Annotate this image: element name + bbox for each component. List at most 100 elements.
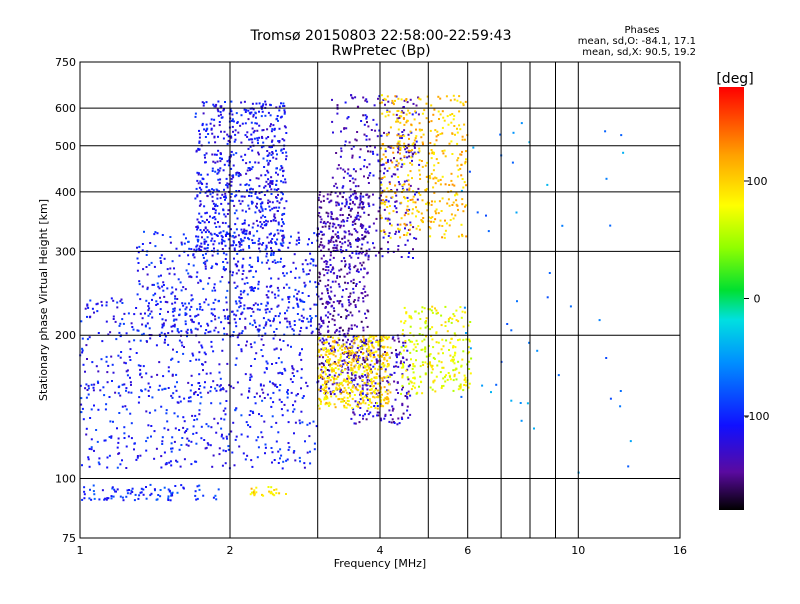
data-point bbox=[337, 313, 340, 316]
data-point bbox=[355, 283, 358, 285]
data-point bbox=[248, 184, 251, 187]
data-point bbox=[419, 173, 421, 176]
data-point bbox=[186, 335, 188, 338]
data-point bbox=[339, 300, 342, 302]
data-point bbox=[426, 161, 429, 164]
data-point bbox=[241, 278, 244, 281]
data-point bbox=[341, 303, 344, 306]
data-point bbox=[127, 435, 130, 438]
data-point bbox=[397, 128, 400, 131]
data-point bbox=[340, 130, 342, 133]
data-point bbox=[404, 224, 407, 227]
data-point bbox=[221, 221, 224, 224]
data-point bbox=[275, 492, 278, 495]
data-point bbox=[145, 372, 148, 375]
data-point bbox=[287, 297, 290, 300]
data-point bbox=[266, 220, 269, 223]
data-point bbox=[429, 308, 431, 311]
data-point bbox=[285, 200, 288, 203]
data-point bbox=[210, 386, 213, 389]
data-point bbox=[144, 325, 147, 328]
data-point bbox=[426, 325, 429, 328]
data-point bbox=[392, 210, 395, 213]
data-point bbox=[368, 205, 371, 208]
data-point bbox=[430, 335, 433, 337]
data-point bbox=[329, 403, 332, 406]
data-point bbox=[361, 206, 364, 209]
data-point bbox=[431, 152, 434, 155]
data-point bbox=[155, 344, 158, 347]
data-point bbox=[253, 396, 256, 398]
data-point bbox=[171, 286, 174, 289]
data-point bbox=[362, 335, 365, 338]
data-point bbox=[318, 212, 321, 214]
data-point bbox=[237, 175, 240, 178]
data-point bbox=[249, 379, 252, 381]
data-point bbox=[235, 314, 238, 317]
data-point bbox=[354, 138, 357, 141]
data-point bbox=[358, 218, 360, 221]
data-point bbox=[279, 338, 281, 341]
data-point bbox=[381, 112, 384, 115]
data-point bbox=[281, 138, 284, 141]
data-point bbox=[85, 427, 88, 430]
data-point bbox=[430, 172, 433, 175]
data-point bbox=[205, 123, 208, 126]
data-point bbox=[205, 152, 208, 155]
data-point bbox=[214, 218, 217, 221]
data-point bbox=[233, 236, 236, 239]
data-point bbox=[433, 191, 436, 194]
data-point bbox=[349, 343, 351, 346]
data-point bbox=[246, 293, 249, 296]
data-point bbox=[237, 260, 240, 263]
data-point bbox=[189, 396, 192, 399]
data-point bbox=[350, 379, 353, 382]
data-point bbox=[298, 238, 301, 241]
data-point bbox=[264, 308, 267, 311]
data-point bbox=[267, 171, 270, 174]
data-point bbox=[370, 334, 373, 337]
data-point bbox=[303, 285, 306, 288]
data-point bbox=[164, 338, 166, 341]
data-point bbox=[241, 266, 244, 269]
data-point bbox=[171, 373, 174, 376]
data-point bbox=[351, 373, 354, 376]
data-point bbox=[353, 228, 356, 230]
data-point bbox=[455, 192, 458, 195]
data-point bbox=[324, 380, 327, 383]
data-point bbox=[148, 307, 151, 310]
data-point bbox=[334, 280, 337, 283]
data-point bbox=[334, 191, 337, 194]
data-point bbox=[205, 129, 208, 132]
data-point bbox=[220, 435, 223, 438]
data-point bbox=[397, 151, 399, 154]
data-point bbox=[258, 247, 261, 250]
data-point bbox=[239, 238, 242, 241]
data-point bbox=[219, 160, 222, 163]
data-point bbox=[279, 321, 281, 324]
data-point bbox=[222, 266, 225, 269]
data-point bbox=[412, 153, 414, 156]
data-point bbox=[241, 209, 244, 212]
data-point bbox=[220, 234, 223, 237]
data-point bbox=[446, 378, 449, 381]
data-point bbox=[434, 307, 436, 310]
data-point bbox=[463, 378, 466, 381]
data-point bbox=[273, 206, 276, 209]
data-point bbox=[89, 488, 91, 491]
data-point bbox=[411, 159, 413, 162]
data-point bbox=[334, 355, 337, 358]
data-point bbox=[428, 175, 431, 177]
data-point bbox=[217, 114, 220, 117]
data-point bbox=[266, 159, 269, 162]
data-point bbox=[250, 121, 253, 124]
data-point bbox=[386, 346, 389, 349]
data-point bbox=[348, 174, 351, 177]
data-point bbox=[352, 145, 355, 148]
data-point bbox=[351, 223, 354, 226]
data-point bbox=[350, 233, 353, 236]
data-point bbox=[406, 409, 409, 412]
data-point bbox=[363, 338, 365, 341]
data-point bbox=[407, 256, 410, 258]
data-point bbox=[444, 219, 446, 222]
